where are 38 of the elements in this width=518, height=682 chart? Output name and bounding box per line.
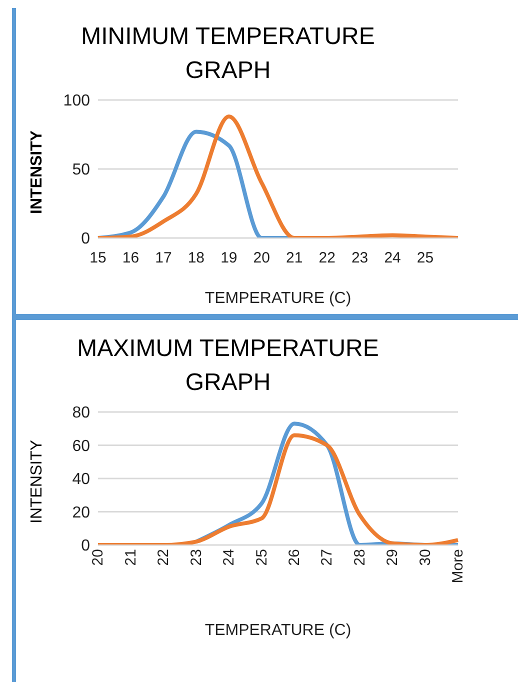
x-tick-label: 24 bbox=[384, 250, 401, 267]
x-tick-label: 23 bbox=[351, 250, 368, 267]
x-tick-label: 17 bbox=[155, 250, 172, 267]
x-tick-label: 27 bbox=[318, 549, 336, 566]
x-tick-label: 25 bbox=[253, 549, 270, 566]
y-axis-title: INTENSITY bbox=[28, 440, 46, 524]
x-tick-label: 21 bbox=[122, 549, 140, 566]
line-series bbox=[96, 114, 460, 238]
y-tick-label: 20 bbox=[72, 504, 90, 522]
y-tick-label: 100 bbox=[63, 92, 90, 110]
y-tick-label: 0 bbox=[81, 538, 90, 555]
x-tick-label: 22 bbox=[155, 549, 172, 566]
chart-title: MINIMUM TEMPERATURE GRAPH bbox=[80, 22, 376, 86]
y-tick-label: 40 bbox=[72, 471, 90, 488]
x-tick-label: 23 bbox=[188, 549, 205, 566]
x-tick-label: 22 bbox=[318, 250, 336, 267]
x-tick-label: 21 bbox=[286, 250, 303, 267]
x-tick-label: 25 bbox=[416, 250, 434, 267]
x-tick-label: 28 bbox=[351, 549, 368, 566]
x-tick-label: 26 bbox=[286, 549, 304, 566]
y-tick-label: 0 bbox=[81, 230, 90, 248]
chart-title: MAXIMUM TEMPERATURE GRAPH bbox=[76, 334, 380, 398]
line-series bbox=[96, 433, 460, 545]
y-tick-label: 50 bbox=[72, 162, 90, 179]
x-tick-label: 16 bbox=[122, 250, 140, 267]
y-axis-title: INTENSITY bbox=[28, 130, 46, 214]
x-tick-label: 24 bbox=[220, 549, 238, 566]
x-tick-label: 29 bbox=[384, 549, 402, 566]
x-tick-label: 18 bbox=[188, 250, 205, 267]
x-tick-label: More bbox=[450, 549, 467, 584]
x-tick-label: 20 bbox=[253, 250, 270, 267]
x-axis-title: TEMPERATURE (C) bbox=[204, 290, 352, 307]
y-tick-label: 80 bbox=[72, 404, 90, 422]
x-tick-label: 19 bbox=[220, 250, 238, 267]
y-tick-label: 60 bbox=[72, 438, 90, 455]
x-tick-label: 30 bbox=[416, 549, 434, 566]
x-axis-title: TEMPERATURE (C) bbox=[204, 622, 352, 639]
x-tick-label: 15 bbox=[90, 250, 106, 267]
